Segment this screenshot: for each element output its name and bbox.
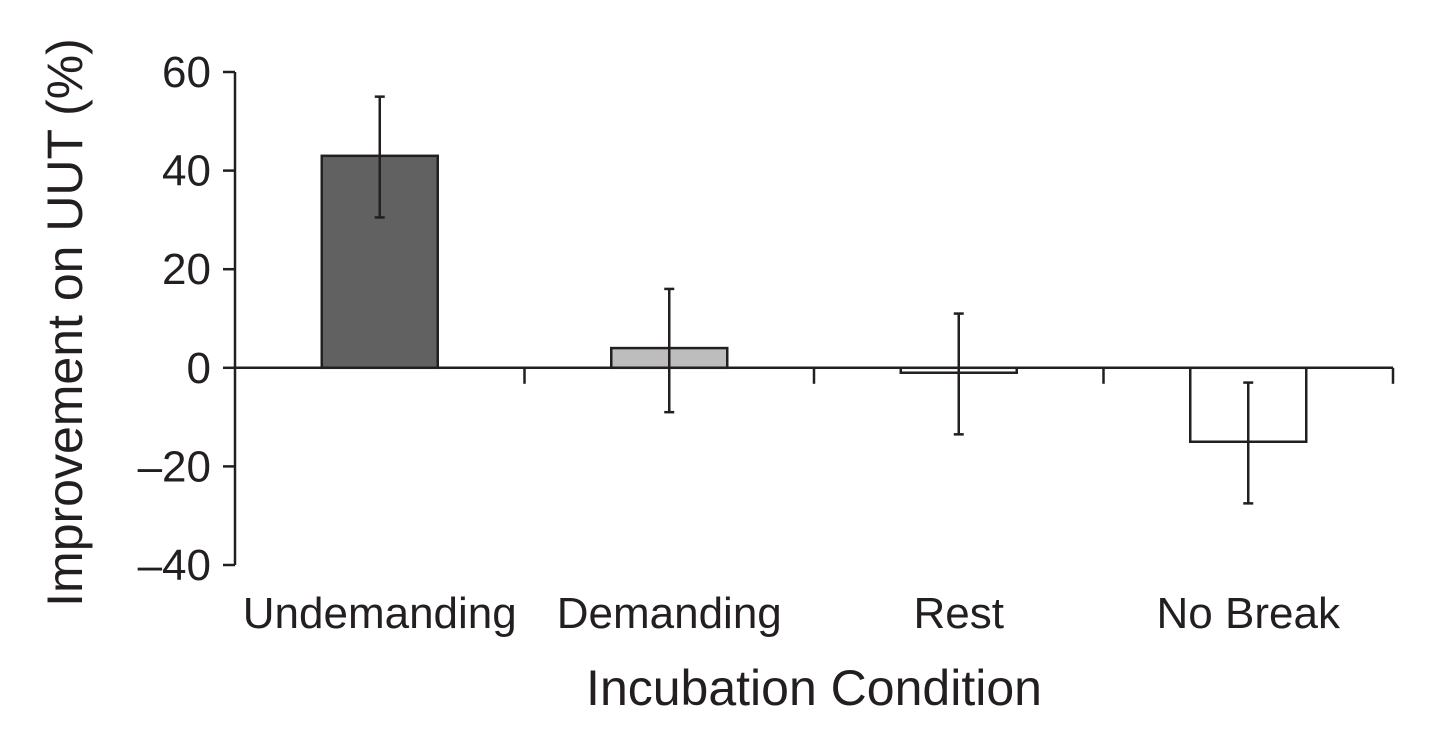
x-category-label: Undemanding	[243, 589, 517, 638]
labels-layer: 60 40 20 0 –20 –40 Undemanding Demanding Rest No …	[138, 48, 1341, 638]
y-tick-label: 60	[162, 48, 211, 97]
y-tick-label: –20	[138, 442, 211, 491]
bars-layer	[320, 154, 1308, 443]
y-tick-label: 40	[162, 147, 211, 196]
error-bar	[1243, 381, 1254, 505]
y-tick-label: 0	[187, 344, 211, 393]
x-category-label: Rest	[914, 589, 1004, 638]
error-bar	[953, 312, 964, 436]
error-bars-layer	[374, 95, 1254, 505]
error-bar	[374, 95, 385, 219]
x-category-label: No Break	[1157, 589, 1341, 638]
y-tick-label: 20	[162, 245, 211, 294]
error-bar	[664, 287, 675, 414]
axes-layer	[223, 70, 1395, 567]
y-tick-label: –40	[138, 541, 211, 590]
x-axis-title: Incubation Condition	[586, 660, 1042, 716]
x-category-label: Demanding	[557, 589, 782, 638]
y-axis-title: Improvement on UUT (%)	[37, 38, 93, 607]
